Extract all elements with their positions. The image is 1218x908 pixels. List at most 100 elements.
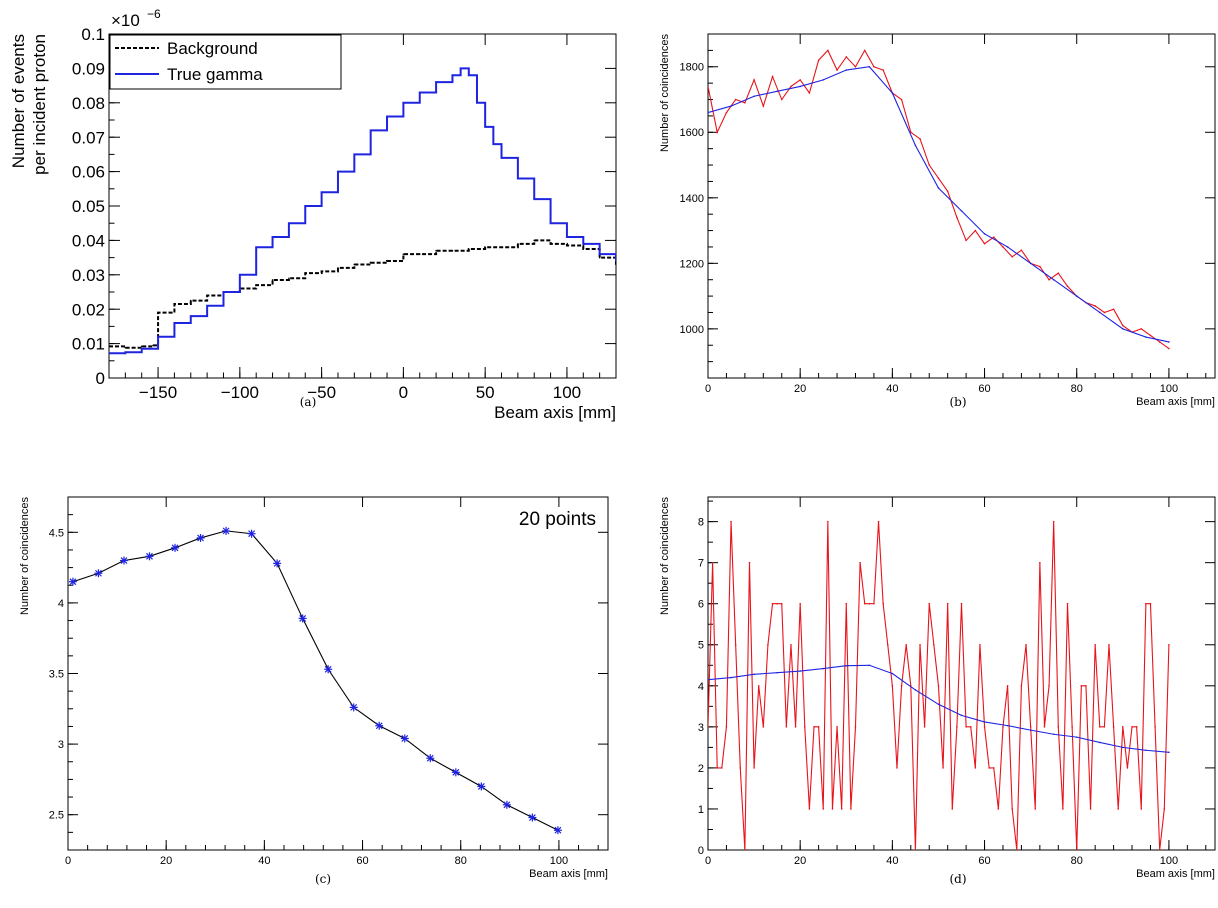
data-point bbox=[914, 849, 917, 850]
data-point bbox=[1158, 341, 1161, 343]
data-point bbox=[1011, 808, 1013, 810]
data-point bbox=[946, 602, 949, 605]
x-tick-label: 60 bbox=[356, 855, 368, 867]
legend-label: True gamma bbox=[167, 65, 263, 84]
data-point bbox=[140, 347, 143, 350]
data-point bbox=[863, 602, 866, 605]
data-point bbox=[271, 279, 274, 281]
data-point bbox=[965, 239, 967, 242]
x-tick-label: 0 bbox=[705, 383, 711, 395]
data-point bbox=[753, 767, 755, 769]
data-point bbox=[598, 253, 601, 255]
data-point bbox=[997, 808, 1000, 810]
series-line bbox=[109, 67, 616, 355]
data-point bbox=[435, 249, 437, 252]
data-point bbox=[776, 602, 778, 605]
data-point bbox=[533, 239, 536, 242]
data-point bbox=[1168, 643, 1170, 646]
y-tick-label: 1000 bbox=[680, 324, 704, 336]
data-point bbox=[1085, 685, 1087, 687]
data-point bbox=[868, 602, 871, 605]
x-tick-label: 100 bbox=[1160, 855, 1178, 867]
y-tick-label: 4 bbox=[698, 681, 704, 693]
data-point bbox=[937, 177, 940, 179]
data-point bbox=[1149, 602, 1152, 605]
chart-panel-d: 0 20 40 60 80 100 0 1 2 3 4 5 6 7 8 Beam axis [mm] Numbe… bbox=[659, 496, 1216, 886]
data-point bbox=[400, 734, 409, 743]
data-point bbox=[517, 177, 519, 180]
data-point bbox=[1158, 849, 1161, 850]
x-tick-label: −150 bbox=[139, 383, 177, 402]
data-point bbox=[983, 242, 986, 245]
data-point bbox=[1098, 741, 1101, 744]
data-point bbox=[983, 726, 986, 728]
data-point bbox=[1006, 724, 1009, 727]
y-axis-label: Number of events bbox=[9, 34, 28, 168]
data-point bbox=[923, 726, 926, 728]
data-point bbox=[484, 246, 486, 249]
x-axis-label: Beam axis [mm] bbox=[1136, 396, 1215, 408]
data-point bbox=[983, 721, 986, 723]
data-point bbox=[1154, 726, 1156, 728]
data-point bbox=[780, 602, 783, 605]
y-tick-label: 1 bbox=[698, 804, 704, 816]
data-point bbox=[708, 678, 709, 681]
series-line bbox=[708, 66, 1170, 343]
data-point bbox=[937, 685, 940, 687]
data-point bbox=[873, 602, 875, 605]
data-point bbox=[790, 85, 792, 88]
x-tick-label: 80 bbox=[1071, 855, 1083, 867]
data-point bbox=[808, 92, 811, 94]
series-line bbox=[72, 530, 559, 831]
data-point bbox=[753, 95, 755, 98]
data-point bbox=[946, 190, 949, 193]
data-point bbox=[206, 304, 208, 307]
x-axis-label: Beam axis [mm] bbox=[529, 868, 608, 880]
y-tick-label: 4.5 bbox=[49, 527, 64, 539]
data-point bbox=[725, 111, 728, 114]
data-point bbox=[337, 267, 339, 269]
legend: Background True gamma bbox=[109, 34, 342, 90]
data-point bbox=[418, 91, 421, 94]
y-tick-label: 0.04 bbox=[72, 232, 105, 251]
data-point bbox=[1075, 849, 1078, 850]
data-point bbox=[896, 767, 898, 769]
data-point bbox=[1002, 246, 1004, 248]
data-point bbox=[1006, 246, 1009, 248]
y-tick-label: 0 bbox=[698, 845, 704, 857]
data-point bbox=[840, 808, 843, 810]
data-point bbox=[615, 260, 616, 262]
data-point bbox=[859, 561, 861, 564]
chart-panel-a: −150 −100 −50 0 50 100 0 0.01 0.02 0.03 0.04 0.05 0.… bbox=[9, 7, 617, 422]
data-point bbox=[304, 272, 307, 274]
data-point bbox=[730, 676, 732, 679]
data-point bbox=[1020, 685, 1023, 687]
data-point bbox=[1011, 255, 1013, 258]
y-tick-label: 0.06 bbox=[72, 163, 105, 182]
data-point bbox=[1117, 808, 1120, 810]
data-point bbox=[928, 602, 931, 605]
data-point bbox=[1112, 308, 1115, 311]
x-axis-label: Beam axis [mm] bbox=[1136, 868, 1215, 880]
data-point bbox=[1149, 334, 1152, 337]
data-point bbox=[459, 67, 462, 70]
data-point bbox=[854, 726, 857, 728]
series-line bbox=[109, 239, 616, 349]
data-point bbox=[762, 105, 765, 107]
data-point bbox=[94, 569, 103, 578]
data-point bbox=[900, 685, 903, 687]
data-point bbox=[905, 643, 907, 646]
y-tick-label: 1800 bbox=[680, 62, 704, 74]
series-background bbox=[109, 239, 616, 349]
data-point bbox=[1145, 336, 1147, 338]
data-point bbox=[827, 49, 829, 52]
data-point bbox=[919, 138, 921, 140]
chart-panel-c: 0 20 40 60 80 100 2.5 3 3.5 4 4.5 Beam axis [mm] Num… bbox=[19, 496, 609, 886]
data-point bbox=[119, 556, 128, 565]
data-point bbox=[1098, 726, 1101, 728]
data-point bbox=[502, 800, 511, 809]
y-axis-label: Number of coincidences bbox=[19, 497, 31, 616]
data-point bbox=[877, 520, 880, 523]
data-point bbox=[124, 351, 127, 354]
